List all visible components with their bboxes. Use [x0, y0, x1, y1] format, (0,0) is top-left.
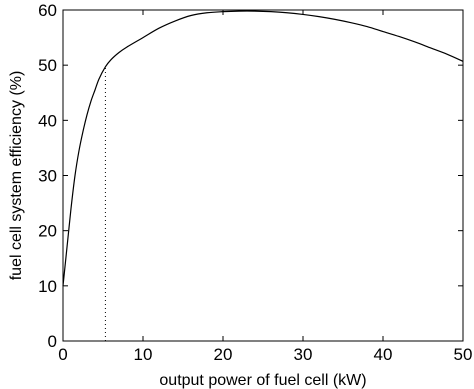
y-axis-ticks: 0 10 20 30 40 50 60: [38, 1, 463, 351]
y-tick-label: 60: [38, 1, 57, 20]
plot-area-frame: [62, 9, 464, 342]
y-axis-label: fuel cell system efficiency (%): [8, 71, 25, 281]
efficiency-series-line: [62, 10, 464, 286]
x-tick-label: 30: [294, 345, 313, 364]
y-tick-label: 20: [38, 222, 57, 241]
y-tick-label: 10: [38, 277, 57, 296]
x-tick-label: 0: [58, 345, 67, 364]
y-tick-label: 50: [38, 56, 57, 75]
x-tick-label: 10: [134, 345, 153, 364]
x-axis-label: output power of fuel cell (kW): [159, 372, 366, 389]
x-axis-ticks: 0 10 20 30 40 50: [58, 10, 472, 364]
y-tick-label: 30: [38, 167, 57, 186]
y-tick-label: 0: [48, 332, 57, 351]
y-tick-label: 40: [38, 111, 57, 130]
x-tick-label: 20: [214, 345, 233, 364]
x-tick-label: 50: [454, 345, 473, 364]
series-group: [62, 10, 464, 286]
x-tick-label: 40: [374, 345, 393, 364]
